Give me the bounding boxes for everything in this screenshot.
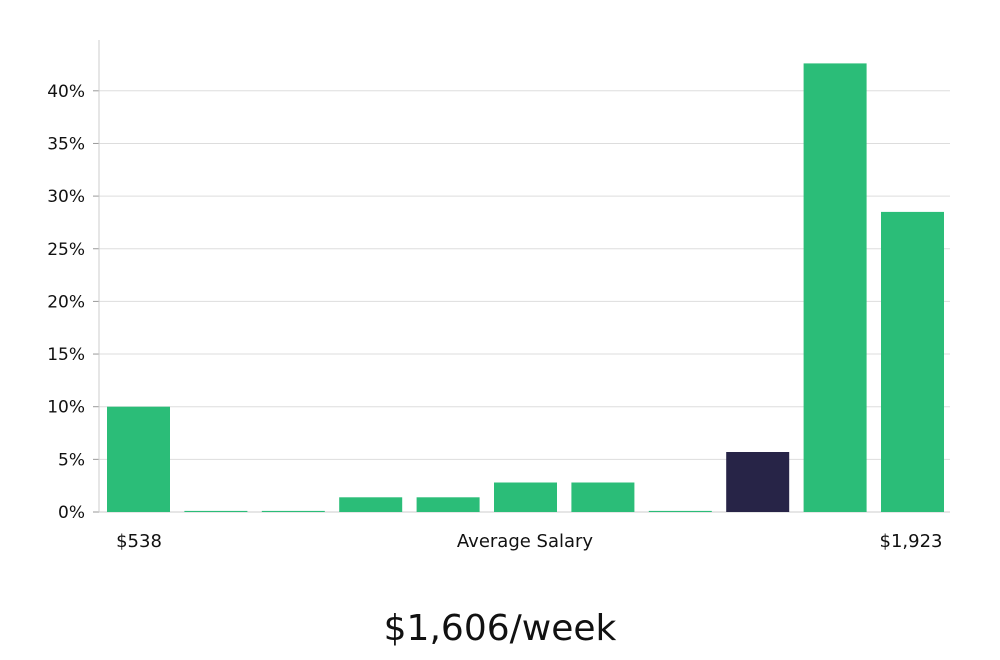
y-tick-label: 10% <box>47 398 85 418</box>
y-tick-label: 20% <box>47 292 85 312</box>
grid-lines <box>99 90 950 513</box>
bar <box>571 482 635 512</box>
x-axis-title: Average Salary <box>457 531 594 552</box>
bar <box>648 510 712 512</box>
y-tick-label: 0% <box>58 503 85 523</box>
average-salary-value: $1,606/week <box>383 608 617 649</box>
bar <box>339 497 403 512</box>
y-tick-label: 35% <box>47 134 85 154</box>
y-axis-ticks: 0% 5% 10% 15% 20% 25% 30% 35% 40% <box>47 82 99 523</box>
x-min-label: $538 <box>116 531 162 552</box>
y-tick-label: 40% <box>47 82 85 102</box>
bar <box>107 406 170 512</box>
y-tick-label: 15% <box>47 345 85 365</box>
y-tick-label: 25% <box>47 240 85 260</box>
bars <box>107 63 944 513</box>
y-tick-label: 5% <box>58 450 85 470</box>
bar <box>416 497 480 512</box>
bar <box>494 482 557 512</box>
bar <box>803 63 867 513</box>
y-tick-label: 30% <box>47 187 85 207</box>
bar-highlighted <box>726 452 790 512</box>
bar <box>881 211 944 512</box>
x-max-label: $1,923 <box>880 531 943 552</box>
bar <box>184 510 248 512</box>
bar <box>261 510 325 512</box>
